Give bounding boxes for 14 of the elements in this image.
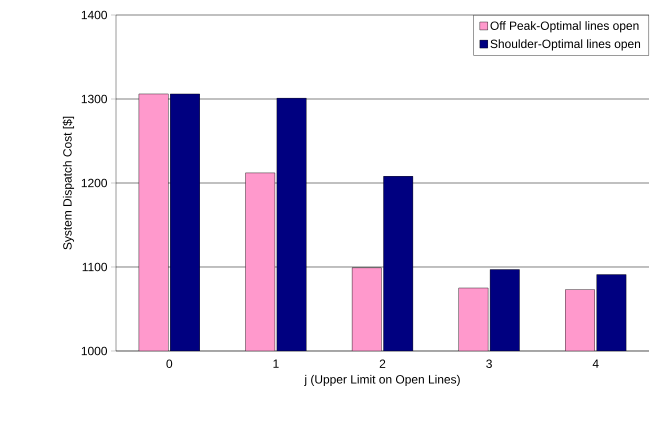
x-tick-label: 2 (380, 360, 386, 368)
y-tick-label: 1400 (82, 10, 108, 20)
legend-label: Shoulder-Optimal lines open (490, 39, 640, 50)
x-tick-label: 3 (486, 360, 492, 368)
x-tick-label: 4 (592, 360, 599, 368)
x-tick-label: 1 (273, 360, 279, 368)
y-axis-title: System Dispatch Cost [$] (62, 116, 74, 250)
legend-label: Off Peak-Optimal lines open (490, 21, 638, 32)
y-tick-label: 1100 (82, 262, 108, 272)
y-tick-label: 1300 (82, 94, 108, 104)
x-tick-label: 0 (166, 360, 172, 368)
y-tick-label: 1000 (82, 346, 108, 356)
x-axis-title: j (Upper Limit on Open Lines) (304, 374, 460, 386)
y-tick-label: 1200 (82, 178, 108, 188)
